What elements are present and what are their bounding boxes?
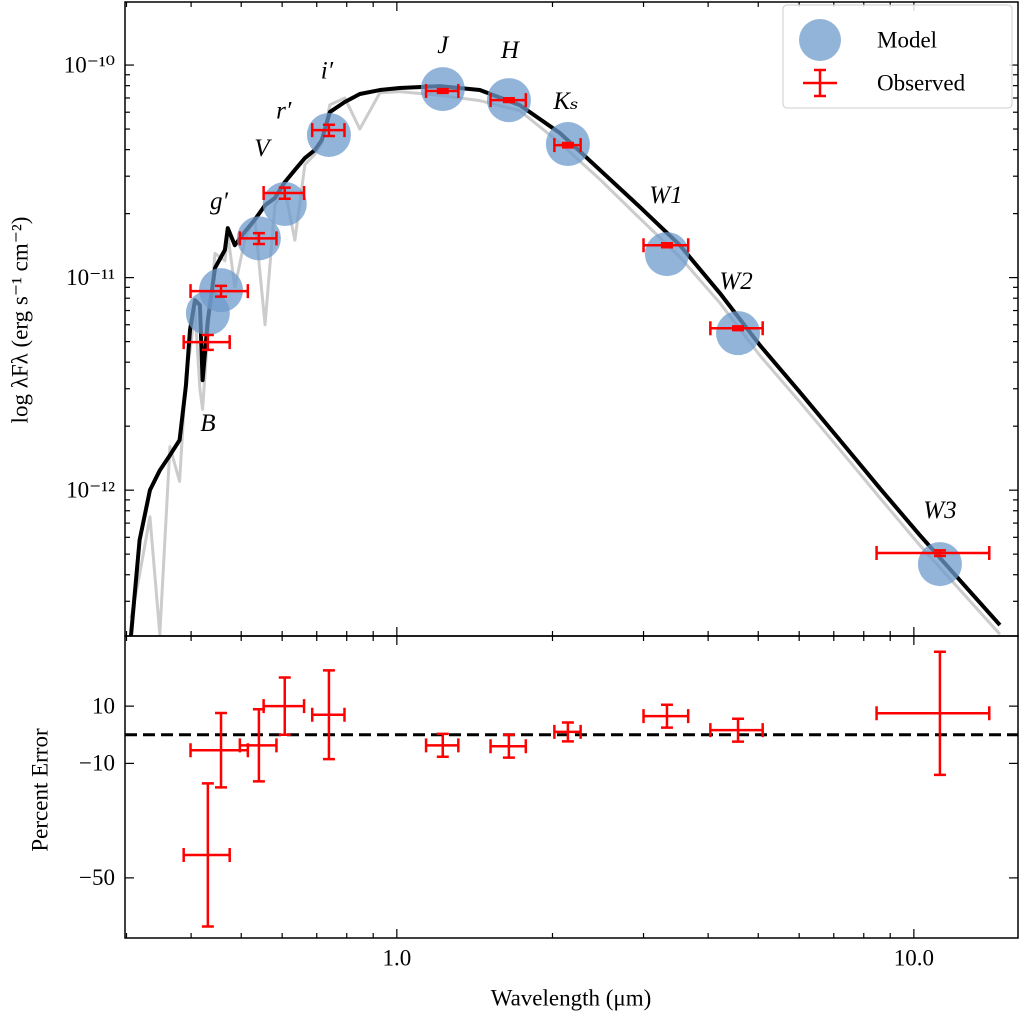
legend-box (782, 4, 1013, 109)
model-point (716, 311, 761, 356)
y-tick-label: −10 (79, 751, 115, 776)
band-label: g′ (210, 188, 229, 215)
y-tick-label: 10⁻¹² (66, 477, 115, 502)
error-bar-x (424, 738, 460, 753)
error-bar-x (262, 186, 306, 201)
x-tick-label: 1.0 (382, 945, 411, 970)
error-bar-x (238, 738, 278, 753)
x-axis-label: Wavelength (μm) (491, 985, 652, 1010)
spectrum-line (128, 84, 1002, 636)
band-label: r′ (276, 98, 292, 125)
bottom-frame (124, 635, 1019, 939)
model-point (917, 542, 962, 587)
y-axis-label: log λFλ (erg s⁻¹ cm⁻²) (7, 217, 32, 424)
sed-plot (128, 67, 1002, 636)
error-bar-x (709, 723, 764, 738)
legend: Model Observed (782, 4, 1013, 109)
error-bar-x (189, 284, 250, 299)
legend-marker (803, 68, 837, 98)
band-label: B (200, 410, 215, 437)
error-bar-x (310, 123, 346, 138)
error-bar-x (875, 546, 991, 561)
band-label: W1 (649, 182, 682, 209)
error-bar-x (182, 335, 231, 350)
y-tick-label: 10⁻¹¹ (66, 265, 115, 290)
error-bar-x (553, 724, 582, 739)
y-axis-label: Percent Error (27, 728, 52, 852)
error-bar-x (424, 83, 460, 98)
residual-plot (125, 650, 1018, 928)
y-tick-label: −50 (79, 865, 115, 890)
x-tick-label: 10.0 (894, 945, 934, 970)
axes: 1.0 10.0 10⁻¹² 10⁻¹¹ 10⁻¹⁰ −50 −10 10 Bg′ Vr′ i′ J H… (64, 2, 1018, 970)
band-label: V (254, 135, 272, 162)
error-bar-x (182, 847, 231, 862)
error-bar-x (875, 706, 991, 721)
error-bar-x (489, 93, 528, 108)
spectrum-line (129, 90, 1002, 636)
band-label: i′ (321, 58, 334, 85)
band-label: W3 (923, 497, 956, 524)
error-bar-x (310, 707, 346, 722)
error-bar-x (262, 699, 306, 714)
error-bar-x (238, 231, 278, 246)
error-bar-x (709, 321, 764, 336)
model-point (644, 232, 689, 277)
legend-label: Model (877, 27, 937, 52)
error-bar-x (642, 238, 690, 253)
error-bar-x (642, 709, 690, 724)
legend-marker (799, 19, 841, 61)
error-bar-x (489, 739, 528, 754)
legend-label: Observed (877, 70, 966, 95)
y-tick-label: 10 (92, 693, 115, 718)
band-label: W2 (719, 268, 752, 295)
band-label: Kₛ (552, 88, 578, 115)
band-label: H (500, 37, 521, 64)
band-label: J (437, 32, 450, 59)
y-tick-label: 10⁻¹⁰ (64, 52, 115, 77)
error-bar-x (553, 138, 582, 153)
